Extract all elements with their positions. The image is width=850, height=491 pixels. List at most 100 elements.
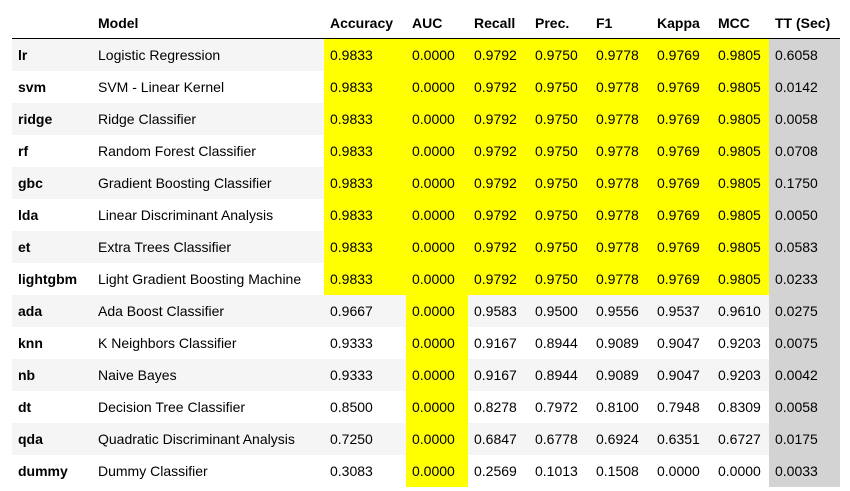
model-cell: Ridge Classifier — [92, 103, 324, 135]
header-tt: TT (Sec) — [769, 8, 840, 39]
mcc-cell: 0.9805 — [712, 103, 769, 135]
recall-cell: 0.9167 — [468, 327, 529, 359]
recall-cell: 0.9792 — [468, 167, 529, 199]
kappa-cell: 0.9769 — [651, 167, 712, 199]
mcc-cell: 0.8309 — [712, 391, 769, 423]
header-recall: Recall — [468, 8, 529, 39]
table-row: gbc Gradient Boosting Classifier 0.9833 0.0… — [12, 167, 840, 199]
auc-cell: 0.0000 — [406, 295, 468, 327]
index-cell: svm — [12, 71, 92, 103]
model-cell: Light Gradient Boosting Machine — [92, 263, 324, 295]
auc-cell: 0.0000 — [406, 455, 468, 487]
table-row: rf Random Forest Classifier 0.9833 0.0000 0.… — [12, 135, 840, 167]
table-row: ridge Ridge Classifier 0.9833 0.0000 0.9792 0… — [12, 103, 840, 135]
table-row: nb Naive Bayes 0.9333 0.0000 0.9167 0.8944 0.9… — [12, 359, 840, 391]
header-model: Model — [92, 8, 324, 39]
f1-cell: 0.9778 — [590, 199, 651, 231]
tt-cell: 0.0275 — [769, 295, 840, 327]
model-cell: Gradient Boosting Classifier — [92, 167, 324, 199]
f1-cell: 0.8100 — [590, 391, 651, 423]
header-kappa: Kappa — [651, 8, 712, 39]
model-cell: Decision Tree Classifier — [92, 391, 324, 423]
precision-cell: 0.9750 — [529, 135, 590, 167]
f1-cell: 0.9778 — [590, 38, 651, 71]
kappa-cell: 0.0000 — [651, 455, 712, 487]
auc-cell: 0.0000 — [406, 263, 468, 295]
tt-cell: 0.0033 — [769, 455, 840, 487]
f1-cell: 0.9778 — [590, 167, 651, 199]
model-cell: Naive Bayes — [92, 359, 324, 391]
auc-cell: 0.0000 — [406, 167, 468, 199]
auc-cell: 0.0000 — [406, 423, 468, 455]
index-cell: dt — [12, 391, 92, 423]
tt-cell: 0.0708 — [769, 135, 840, 167]
recall-cell: 0.9167 — [468, 359, 529, 391]
tt-cell: 0.0175 — [769, 423, 840, 455]
index-cell: gbc — [12, 167, 92, 199]
auc-cell: 0.0000 — [406, 231, 468, 263]
kappa-cell: 0.9769 — [651, 231, 712, 263]
accuracy-cell: 0.9833 — [324, 135, 406, 167]
accuracy-cell: 0.9833 — [324, 167, 406, 199]
f1-cell: 0.6924 — [590, 423, 651, 455]
model-cell: Extra Trees Classifier — [92, 231, 324, 263]
recall-cell: 0.9792 — [468, 199, 529, 231]
index-cell: rf — [12, 135, 92, 167]
accuracy-cell: 0.9833 — [324, 38, 406, 71]
recall-cell: 0.9792 — [468, 231, 529, 263]
auc-cell: 0.0000 — [406, 327, 468, 359]
table-row: dt Decision Tree Classifier 0.8500 0.0000 0.… — [12, 391, 840, 423]
index-cell: dummy — [12, 455, 92, 487]
model-cell: Ada Boost Classifier — [92, 295, 324, 327]
kappa-cell: 0.9769 — [651, 199, 712, 231]
tt-cell: 0.6058 — [769, 38, 840, 71]
index-cell: lightgbm — [12, 263, 92, 295]
table-row: qda Quadratic Discriminant Analysis 0.7250… — [12, 423, 840, 455]
auc-cell: 0.0000 — [406, 359, 468, 391]
index-cell: ridge — [12, 103, 92, 135]
header-f1: F1 — [590, 8, 651, 39]
model-cell: K Neighbors Classifier — [92, 327, 324, 359]
mcc-cell: 0.9805 — [712, 135, 769, 167]
mcc-cell: 0.9203 — [712, 327, 769, 359]
recall-cell: 0.9792 — [468, 263, 529, 295]
kappa-cell: 0.7948 — [651, 391, 712, 423]
precision-cell: 0.7972 — [529, 391, 590, 423]
kappa-cell: 0.9769 — [651, 135, 712, 167]
precision-cell: 0.9750 — [529, 38, 590, 71]
precision-cell: 0.6778 — [529, 423, 590, 455]
mcc-cell: 0.9805 — [712, 71, 769, 103]
f1-cell: 0.9778 — [590, 135, 651, 167]
index-cell: qda — [12, 423, 92, 455]
table-body: lr Logistic Regression 0.9833 0.0000 0.9792 0… — [12, 38, 840, 487]
table-row: lightgbm Light Gradient Boosting Machine 0… — [12, 263, 840, 295]
kappa-cell: 0.9047 — [651, 359, 712, 391]
mcc-cell: 0.9805 — [712, 231, 769, 263]
mcc-cell: 0.0000 — [712, 455, 769, 487]
table-row: knn K Neighbors Classifier 0.9333 0.0000 0.9… — [12, 327, 840, 359]
mcc-cell: 0.9805 — [712, 199, 769, 231]
table-row: svm SVM - Linear Kernel 0.9833 0.0000 0.9792… — [12, 71, 840, 103]
auc-cell: 0.0000 — [406, 103, 468, 135]
index-cell: nb — [12, 359, 92, 391]
f1-cell: 0.9089 — [590, 359, 651, 391]
index-cell: lr — [12, 38, 92, 71]
tt-cell: 0.0142 — [769, 71, 840, 103]
mcc-cell: 0.9203 — [712, 359, 769, 391]
accuracy-cell: 0.9833 — [324, 199, 406, 231]
header-precision: Prec. — [529, 8, 590, 39]
header-mcc: MCC — [712, 8, 769, 39]
model-comparison-table: Model Accuracy AUC Recall Prec. F1 Kappa… — [12, 8, 840, 487]
recall-cell: 0.9792 — [468, 71, 529, 103]
f1-cell: 0.9089 — [590, 327, 651, 359]
precision-cell: 0.8944 — [529, 359, 590, 391]
recall-cell: 0.8278 — [468, 391, 529, 423]
mcc-cell: 0.6727 — [712, 423, 769, 455]
accuracy-cell: 0.9833 — [324, 103, 406, 135]
precision-cell: 0.9500 — [529, 295, 590, 327]
model-cell: Linear Discriminant Analysis — [92, 199, 324, 231]
auc-cell: 0.0000 — [406, 38, 468, 71]
precision-cell: 0.9750 — [529, 263, 590, 295]
f1-cell: 0.9778 — [590, 103, 651, 135]
header-auc: AUC — [406, 8, 468, 39]
